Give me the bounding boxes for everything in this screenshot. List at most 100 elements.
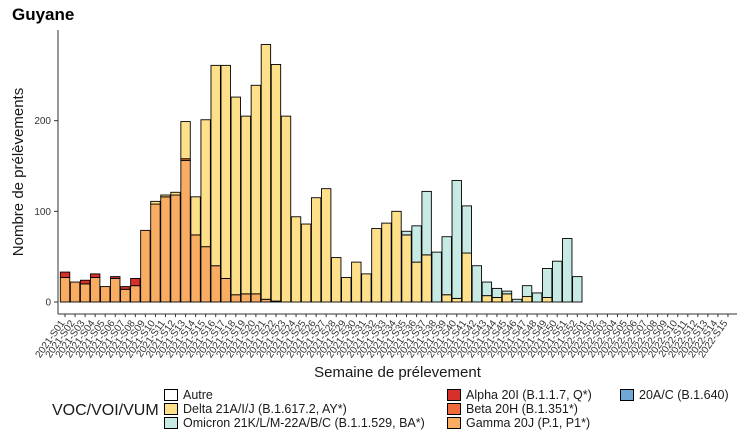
bar-segment xyxy=(361,273,372,303)
bar-segment xyxy=(481,295,493,303)
y-axis-title: Nombre de prélèvements xyxy=(10,88,27,256)
bar-segment xyxy=(401,230,412,236)
bar-segment xyxy=(461,205,472,254)
bar-segment xyxy=(220,277,231,303)
legend-item: Omicron 21K/L/M-22A/B/C (B.1.1.529, BA*) xyxy=(164,416,425,431)
bar-segment xyxy=(130,277,141,287)
bar-segment xyxy=(521,285,533,298)
legend-label: Beta 20H (B.1.351*) xyxy=(466,402,578,416)
bar-segment xyxy=(59,271,71,278)
bar-segment xyxy=(541,297,553,303)
legend-key xyxy=(620,389,634,401)
bar-segment xyxy=(200,246,211,303)
legend-key xyxy=(164,403,178,415)
legend-label: Autre xyxy=(183,388,213,402)
bar-segment xyxy=(401,234,412,303)
legend-item: Autre xyxy=(164,388,213,403)
bar-segment xyxy=(411,261,422,303)
bar-segment xyxy=(431,251,442,303)
legend-key xyxy=(447,389,461,401)
bar-segment xyxy=(541,268,553,298)
bar-segment xyxy=(240,293,252,303)
bar-segment xyxy=(150,203,161,303)
bar-segment xyxy=(391,210,402,303)
y-tick-label: 200 xyxy=(34,116,51,127)
bar-segment xyxy=(160,196,171,303)
bar-segment xyxy=(451,180,462,299)
bar-segment xyxy=(100,286,111,303)
y-tick-label: 0 xyxy=(45,298,51,309)
bar-segment xyxy=(501,293,513,303)
bar-segment xyxy=(110,276,121,279)
bar-segment xyxy=(120,286,131,290)
legend-item: Alpha 20I (B.1.1.7, Q*) xyxy=(447,388,592,403)
legend-item: Beta 20H (B.1.351*) xyxy=(447,402,578,417)
bar-segment xyxy=(230,294,241,303)
bar-segment xyxy=(501,290,513,295)
bar-segment xyxy=(411,225,422,263)
bar-segment xyxy=(250,84,262,295)
bar-segment xyxy=(371,228,382,303)
bar-segment xyxy=(89,277,101,303)
bar-segment xyxy=(521,296,533,303)
legend-key xyxy=(447,403,461,415)
bar-segment xyxy=(491,287,503,298)
bar-segment xyxy=(341,277,352,303)
chart-title: Guyane xyxy=(12,5,75,24)
bar-segment xyxy=(441,236,452,296)
bar-segment xyxy=(310,197,322,303)
bar-segment xyxy=(200,119,211,248)
bar-segment xyxy=(140,229,151,303)
legend-key xyxy=(164,389,178,401)
bar-segment xyxy=(331,257,342,303)
bar-segment xyxy=(491,297,503,303)
legend-item: Delta 21A/I/J (B.1.617.2, AY*) xyxy=(164,402,347,417)
bar-segment xyxy=(562,238,573,303)
bar-segment xyxy=(210,265,221,303)
bar-segment xyxy=(170,194,181,303)
bar-segment xyxy=(321,188,332,303)
bar-segment xyxy=(190,234,201,303)
bar-segment xyxy=(210,64,221,267)
bar-segment xyxy=(421,190,432,256)
legend-item: 20A/C (B.1.640) xyxy=(620,388,729,403)
bar-segment xyxy=(120,288,131,303)
bar-segment xyxy=(59,277,71,303)
legend-key xyxy=(164,417,178,429)
legend-label: 20A/C (B.1.640) xyxy=(639,388,729,402)
bar-segment xyxy=(381,222,392,303)
bar-segment xyxy=(471,265,483,303)
bar-segment xyxy=(150,200,161,205)
bar-segment xyxy=(260,44,272,300)
legend-title: VOC/VOI/VUM xyxy=(52,402,159,419)
x-axis-title: Semaine de prélevement xyxy=(314,364,482,381)
bar-segment xyxy=(110,277,121,303)
bar-segment xyxy=(351,261,362,303)
bar-segment xyxy=(441,294,452,303)
bar-segment xyxy=(69,281,81,303)
bar-segment xyxy=(300,223,312,303)
bar-segment xyxy=(280,115,292,303)
bar-segment xyxy=(79,283,91,303)
y-tick-label: 100 xyxy=(34,207,51,218)
legend-label: Alpha 20I (B.1.1.7, Q*) xyxy=(466,388,592,402)
bar-segment xyxy=(531,292,543,303)
bar-segment xyxy=(160,194,171,198)
bar-segment xyxy=(130,285,141,303)
bar-segment xyxy=(270,63,282,302)
bar-segment xyxy=(180,121,191,160)
bar-segment xyxy=(180,160,191,303)
legend-item: Gamma 20J (P.1, P1*) xyxy=(447,416,590,431)
bar-segment xyxy=(240,115,252,295)
legend-label: Gamma 20J (P.1, P1*) xyxy=(466,416,591,430)
bar-segment xyxy=(572,276,583,303)
legend-label: Omicron 21K/L/M-22A/B/C (B.1.1.529, BA*) xyxy=(183,416,425,430)
bar-segment xyxy=(290,216,302,303)
bar-segment xyxy=(461,252,472,303)
bar-segment xyxy=(170,191,181,196)
legend-label: Delta 21A/I/J (B.1.617.2, AY*) xyxy=(183,402,347,416)
bar-segment xyxy=(230,96,241,296)
bar-segment xyxy=(250,293,262,303)
bar-segment xyxy=(481,281,493,297)
